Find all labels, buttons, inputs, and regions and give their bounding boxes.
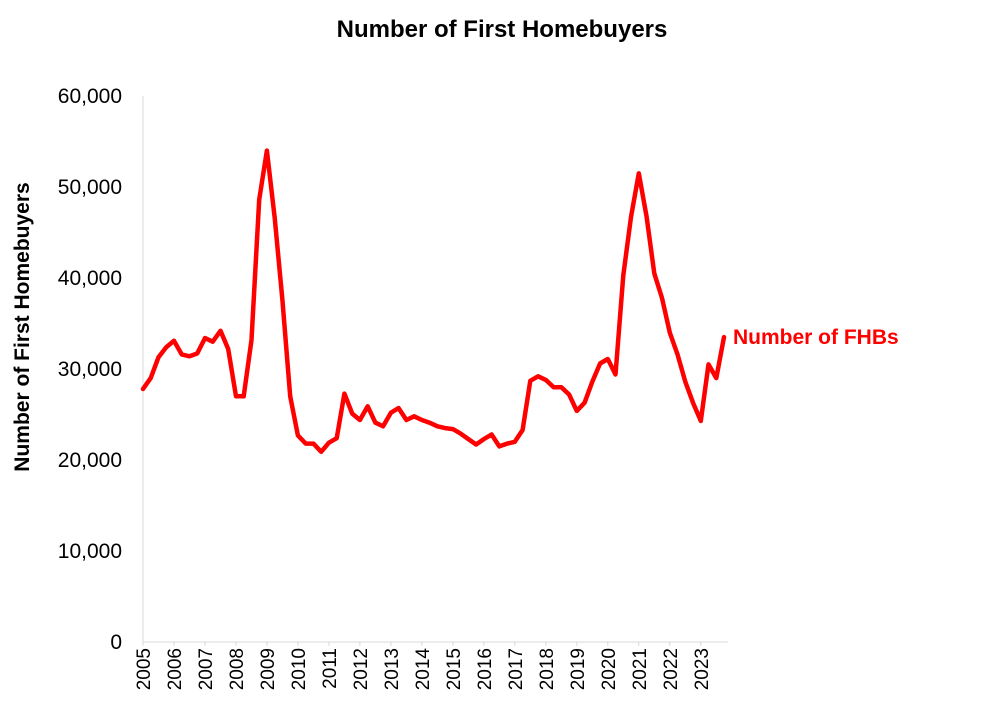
chart-title: Number of First Homebuyers — [337, 16, 668, 43]
x-tick-label: 2009 — [258, 648, 279, 690]
x-tick-label: 2022 — [661, 648, 682, 690]
y-tick-label: 20,000 — [58, 449, 122, 472]
series-line — [140, 148, 727, 455]
x-tick-label: 2023 — [692, 648, 713, 690]
x-axis-ticks: 2005 2006 2007 2008 2009 2010 2011 2012 2013 2014… — [134, 642, 713, 690]
y-tick-label: 0 — [110, 631, 122, 654]
x-tick-label: 2015 — [444, 648, 465, 690]
y-tick-label: 60,000 — [58, 85, 122, 108]
x-tick-label: 2008 — [227, 648, 248, 690]
x-tick-label: 2020 — [599, 648, 620, 690]
x-tick-label: 2014 — [413, 648, 434, 691]
x-tick-label: 2011 — [320, 648, 341, 689]
y-tick-label: 50,000 — [58, 176, 122, 199]
x-tick-label: 2016 — [475, 648, 496, 690]
y-tick-label: 30,000 — [58, 358, 122, 381]
x-tick-label: 2018 — [537, 648, 558, 690]
series-group: Number of FHBs — [140, 148, 899, 455]
x-tick-label: 2005 — [134, 648, 155, 690]
x-tick-label: 2019 — [568, 648, 589, 690]
x-tick-label: 2006 — [165, 648, 186, 690]
x-tick-label: 2012 — [351, 648, 372, 690]
x-tick-label: 2010 — [289, 648, 310, 690]
y-axis-ticks: 0 10,000 20,000 30,000 40,000 50,000 60,000 — [58, 85, 122, 654]
y-tick-label: 10,000 — [58, 540, 122, 563]
x-tick-label: 2021 — [630, 648, 651, 690]
x-tick-label: 2017 — [506, 648, 527, 690]
x-tick-label: 2007 — [196, 648, 217, 690]
y-tick-label: 40,000 — [58, 267, 122, 290]
series-label: Number of FHBs — [733, 326, 899, 349]
x-tick-label: 2013 — [382, 648, 403, 690]
y-axis-label: Number of First Homebuyers — [11, 182, 34, 471]
